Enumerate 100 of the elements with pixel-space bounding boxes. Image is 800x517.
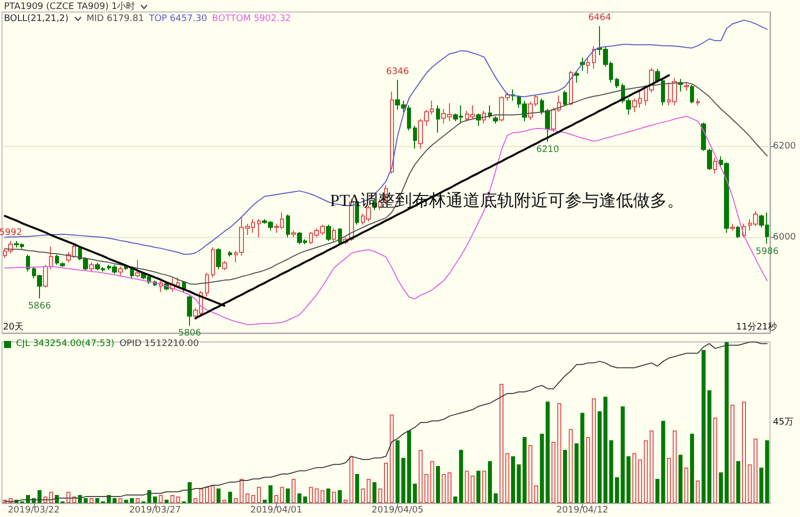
candlestick <box>130 266 134 279</box>
annotation: 5866 <box>28 301 52 312</box>
bar <box>412 484 417 503</box>
bar <box>690 434 694 503</box>
bar <box>499 384 504 503</box>
candlestick <box>205 272 209 298</box>
bar <box>482 470 486 503</box>
bar <box>130 498 134 503</box>
x-tick-label: 2019/03/22 <box>8 506 60 516</box>
annotation: 6210 <box>536 144 560 155</box>
bar <box>511 456 516 503</box>
bar <box>268 485 273 503</box>
candlestick <box>159 280 163 293</box>
candlestick <box>701 122 706 152</box>
bar <box>222 500 226 503</box>
candlestick <box>684 82 689 92</box>
bar <box>563 450 568 503</box>
candlestick <box>730 223 735 232</box>
bar <box>476 470 480 503</box>
bar <box>326 488 330 503</box>
candlestick <box>286 214 290 238</box>
x-tick-label: 2019/04/01 <box>250 506 302 516</box>
candlestick <box>338 228 342 245</box>
candlestick <box>713 157 717 174</box>
bar <box>344 500 348 503</box>
bar <box>118 498 122 503</box>
bar <box>448 472 452 503</box>
bar <box>338 490 342 503</box>
bar <box>292 478 296 503</box>
bar <box>332 492 336 503</box>
candlestick <box>592 46 596 70</box>
bar <box>204 486 209 503</box>
bar <box>390 414 394 503</box>
bar <box>696 480 700 503</box>
x-tick-label: 2019/04/05 <box>372 506 424 516</box>
candlestick <box>615 78 619 89</box>
bar <box>262 500 267 503</box>
bar <box>678 454 682 503</box>
annotation: 20天 <box>3 322 24 332</box>
bar <box>707 390 712 503</box>
bar <box>442 474 446 503</box>
annotation: 6346 <box>386 66 410 77</box>
candlestick <box>222 260 227 271</box>
annotation: 5992 <box>0 228 22 238</box>
bar <box>153 496 158 503</box>
candlestick <box>690 84 694 104</box>
y-tick-label: 6200 <box>773 141 796 152</box>
candlestick <box>55 254 59 266</box>
candlestick <box>413 125 417 150</box>
bar <box>436 466 440 503</box>
bar <box>286 488 290 503</box>
candlestick <box>736 226 740 239</box>
chart-title: PTA1909 (CZCE TA909) 1小时 <box>4 0 136 13</box>
bar <box>684 468 688 503</box>
bar <box>372 482 376 503</box>
candlestick <box>569 70 573 106</box>
bar <box>592 398 596 503</box>
candlestick <box>586 57 590 74</box>
bar <box>568 428 573 503</box>
candlestick <box>43 264 48 288</box>
bar <box>580 412 584 503</box>
bar <box>228 492 232 503</box>
bar <box>349 456 354 503</box>
bar <box>598 411 602 503</box>
candlestick <box>257 218 261 238</box>
annotation: 5986 <box>756 246 779 257</box>
bar <box>586 436 590 503</box>
bar <box>742 402 746 503</box>
legend-title: BOLL(21,21,2) <box>4 14 69 24</box>
annotation: 5806 <box>178 328 202 339</box>
candlestick <box>482 110 486 124</box>
text: OPID 1512210.00 <box>119 339 199 349</box>
candlestick <box>696 98 700 106</box>
candlestick <box>291 230 296 238</box>
bar <box>574 443 579 503</box>
bar <box>256 486 261 503</box>
candlestick <box>742 223 746 238</box>
candlestick <box>493 116 498 124</box>
bar <box>730 404 734 503</box>
candlestick <box>60 262 65 268</box>
annotation: 6464 <box>588 13 612 24</box>
candlestick <box>707 148 712 170</box>
candlestick <box>563 90 567 107</box>
text: TOP 6457.30 <box>148 14 208 24</box>
text: 45万 <box>773 418 794 428</box>
bar <box>124 500 128 503</box>
bar <box>713 418 718 503</box>
candlestick <box>343 236 348 245</box>
bar <box>736 461 740 503</box>
x-tick-label: 2019/04/12 <box>556 506 608 516</box>
candlestick <box>26 254 30 272</box>
bar <box>614 477 619 503</box>
x-tick-label: 2019/03/27 <box>129 506 181 516</box>
legend-label: CJL 343254.00(47:53) <box>16 339 114 349</box>
candlestick <box>407 104 411 131</box>
candlestick <box>216 248 221 270</box>
bar <box>355 474 360 503</box>
bar <box>136 498 140 503</box>
candlestick <box>332 228 336 242</box>
candlestick <box>135 260 140 278</box>
